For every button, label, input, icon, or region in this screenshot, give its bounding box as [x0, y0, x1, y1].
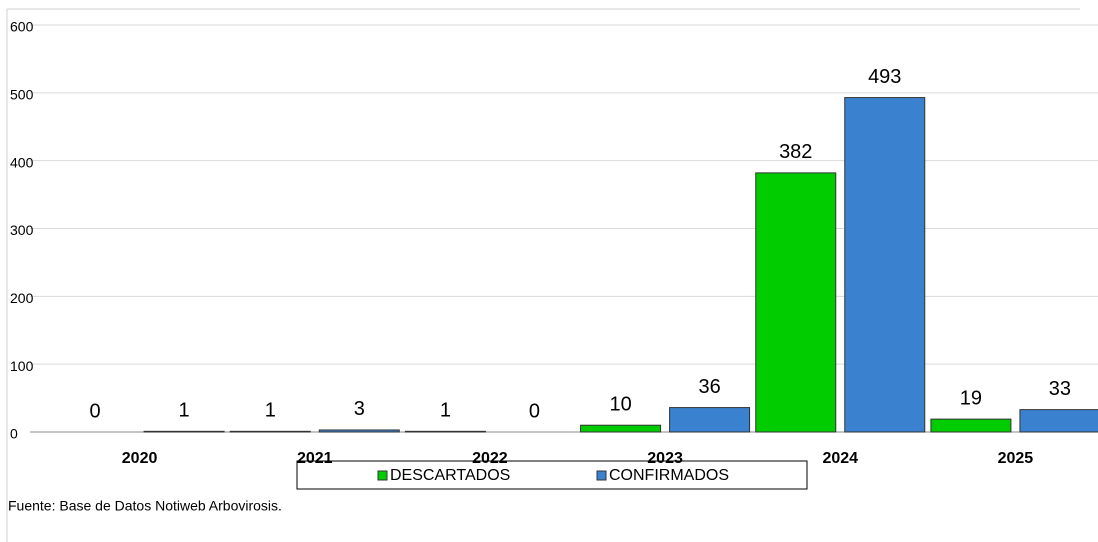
value-label: 1 [440, 400, 451, 422]
x-tick-label: 2025 [998, 450, 1034, 467]
value-label: 1 [179, 400, 190, 422]
y-tick-label: 600 [10, 19, 34, 35]
value-label: 382 [779, 141, 812, 163]
value-label: 3 [354, 398, 365, 420]
value-label: 1 [265, 400, 276, 422]
y-tick-label: 100 [10, 358, 34, 374]
value-label: 33 [1049, 378, 1071, 400]
bar [229, 430, 311, 433]
legend-swatch [377, 470, 388, 481]
y-tick-label: 200 [10, 290, 34, 306]
y-tick-label: 500 [10, 87, 34, 103]
y-tick-label: 300 [10, 222, 34, 238]
x-tick-label: 2023 [647, 450, 683, 467]
value-label: 0 [90, 400, 101, 422]
bar [844, 97, 926, 433]
bar [930, 418, 1012, 433]
source-note: Fuente: Base de Datos Notiweb Arbovirosi… [8, 498, 282, 514]
bar [669, 407, 751, 433]
y-tick-label: 0 [10, 426, 18, 442]
legend-box [296, 460, 808, 490]
legend-swatch [596, 470, 607, 481]
bar [755, 172, 837, 433]
x-tick-label: 2020 [122, 450, 158, 467]
x-tick-label: 2024 [822, 450, 858, 467]
x-tick-label: 2021 [297, 450, 333, 467]
value-label: 19 [960, 387, 982, 409]
value-label: 10 [609, 393, 631, 415]
value-label: 493 [868, 66, 901, 88]
bar [580, 424, 662, 433]
value-label: 0 [529, 400, 540, 422]
bar [143, 430, 225, 433]
legend-label: DESCARTADOS [390, 467, 510, 484]
bar [318, 429, 400, 433]
bar [1019, 409, 1098, 433]
y-tick-label: 400 [10, 154, 34, 170]
legend-label: CONFIRMADOS [609, 467, 729, 484]
value-label: 36 [698, 376, 720, 398]
bar [404, 430, 486, 433]
x-tick-label: 2022 [472, 450, 508, 467]
